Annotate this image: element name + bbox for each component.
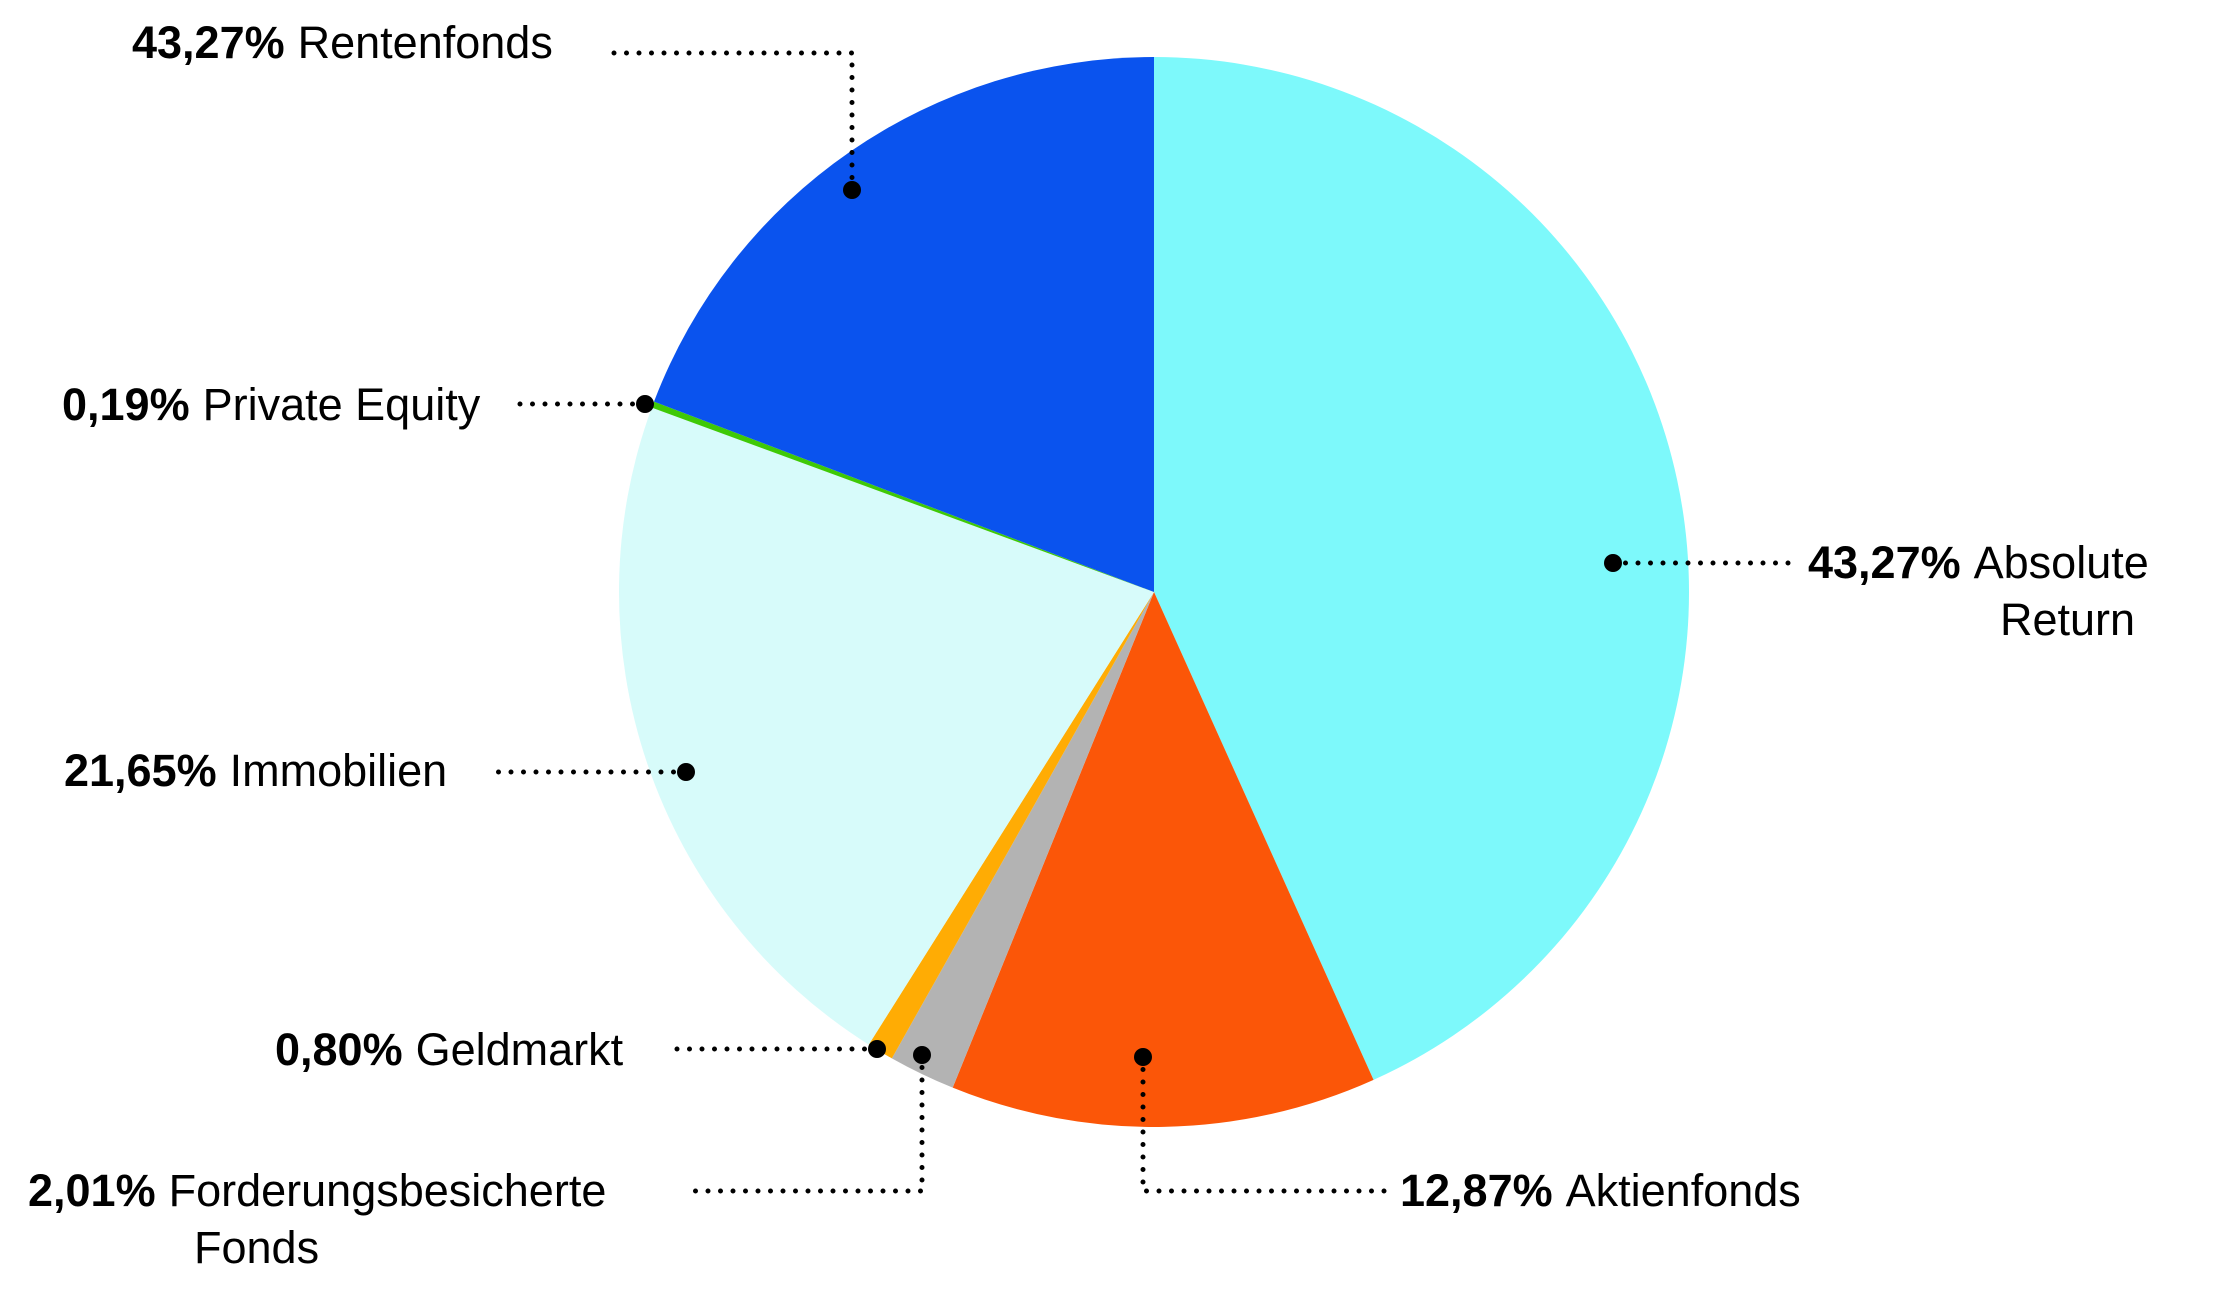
leader-line-rentenfonds bbox=[609, 50, 855, 193]
pie-slice-forderungsbesicherte-fonds bbox=[891, 592, 1154, 1088]
slice-name: Absolute bbox=[1973, 537, 2149, 588]
pie-slice-aktienfonds bbox=[952, 592, 1374, 1128]
leader-dot-absolute-return bbox=[1604, 554, 1622, 572]
slice-percent: 21,65% bbox=[64, 745, 217, 796]
pie-slice-immobilien bbox=[619, 407, 1154, 1045]
slice-name: Geldmarkt bbox=[415, 1024, 624, 1075]
slice-name: Private Equity bbox=[202, 379, 481, 430]
pie-slice-geldmarkt bbox=[868, 592, 1154, 1059]
slice-label-aktienfonds: 12,87% Aktienfonds bbox=[1400, 1162, 1801, 1219]
slice-label-geldmarkt: 0,80% Geldmarkt bbox=[275, 1021, 623, 1078]
slice-percent: 43,27% bbox=[132, 17, 285, 68]
slice-label-immobilien: 21,65% Immobilien bbox=[64, 742, 447, 799]
slice-percent: 43,27% bbox=[1808, 537, 1961, 588]
leader-dot-rentenfonds bbox=[843, 181, 861, 199]
slice-percent: 12,87% bbox=[1400, 1165, 1553, 1216]
leader-line-aktienfonds bbox=[1140, 1054, 1398, 1194]
slice-name-line2: Fonds bbox=[194, 1222, 320, 1273]
pie-slice-private-equity bbox=[651, 401, 1154, 592]
slice-label-absolute-return: 43,27% Absolute Return bbox=[1808, 534, 2149, 648]
leader-line-forderungsbesicherte-fonds bbox=[681, 1052, 925, 1194]
slice-name: Immobilien bbox=[229, 745, 448, 796]
slice-name: Forderungsbesicherte bbox=[168, 1165, 607, 1216]
slice-name: Aktienfonds bbox=[1565, 1165, 1801, 1216]
slice-name: Rentenfonds bbox=[297, 17, 553, 68]
pie-slice-rentenfonds bbox=[654, 57, 1154, 592]
leader-dot-forderungsbesicherte-fonds bbox=[913, 1046, 931, 1064]
pie-slice-absolute-return bbox=[1154, 57, 1690, 1080]
slice-percent: 0,19% bbox=[62, 379, 190, 430]
slice-percent: 2,01% bbox=[28, 1165, 156, 1216]
leader-dot-immobilien bbox=[677, 763, 695, 781]
slice-label-private-equity: 0,19% Private Equity bbox=[62, 376, 480, 433]
leader-dot-geldmarkt bbox=[868, 1040, 886, 1058]
leader-dot-aktienfonds bbox=[1134, 1048, 1152, 1066]
slice-name-line2: Return bbox=[2000, 594, 2136, 645]
slice-label-forderungsbesicherte-fonds: 2,01% Forderungsbesicherte Fonds bbox=[28, 1162, 606, 1276]
slice-percent: 0,80% bbox=[275, 1024, 403, 1075]
slice-label-rentenfonds: 43,27% Rentenfonds bbox=[132, 14, 553, 71]
leader-dot-private-equity bbox=[636, 395, 654, 413]
